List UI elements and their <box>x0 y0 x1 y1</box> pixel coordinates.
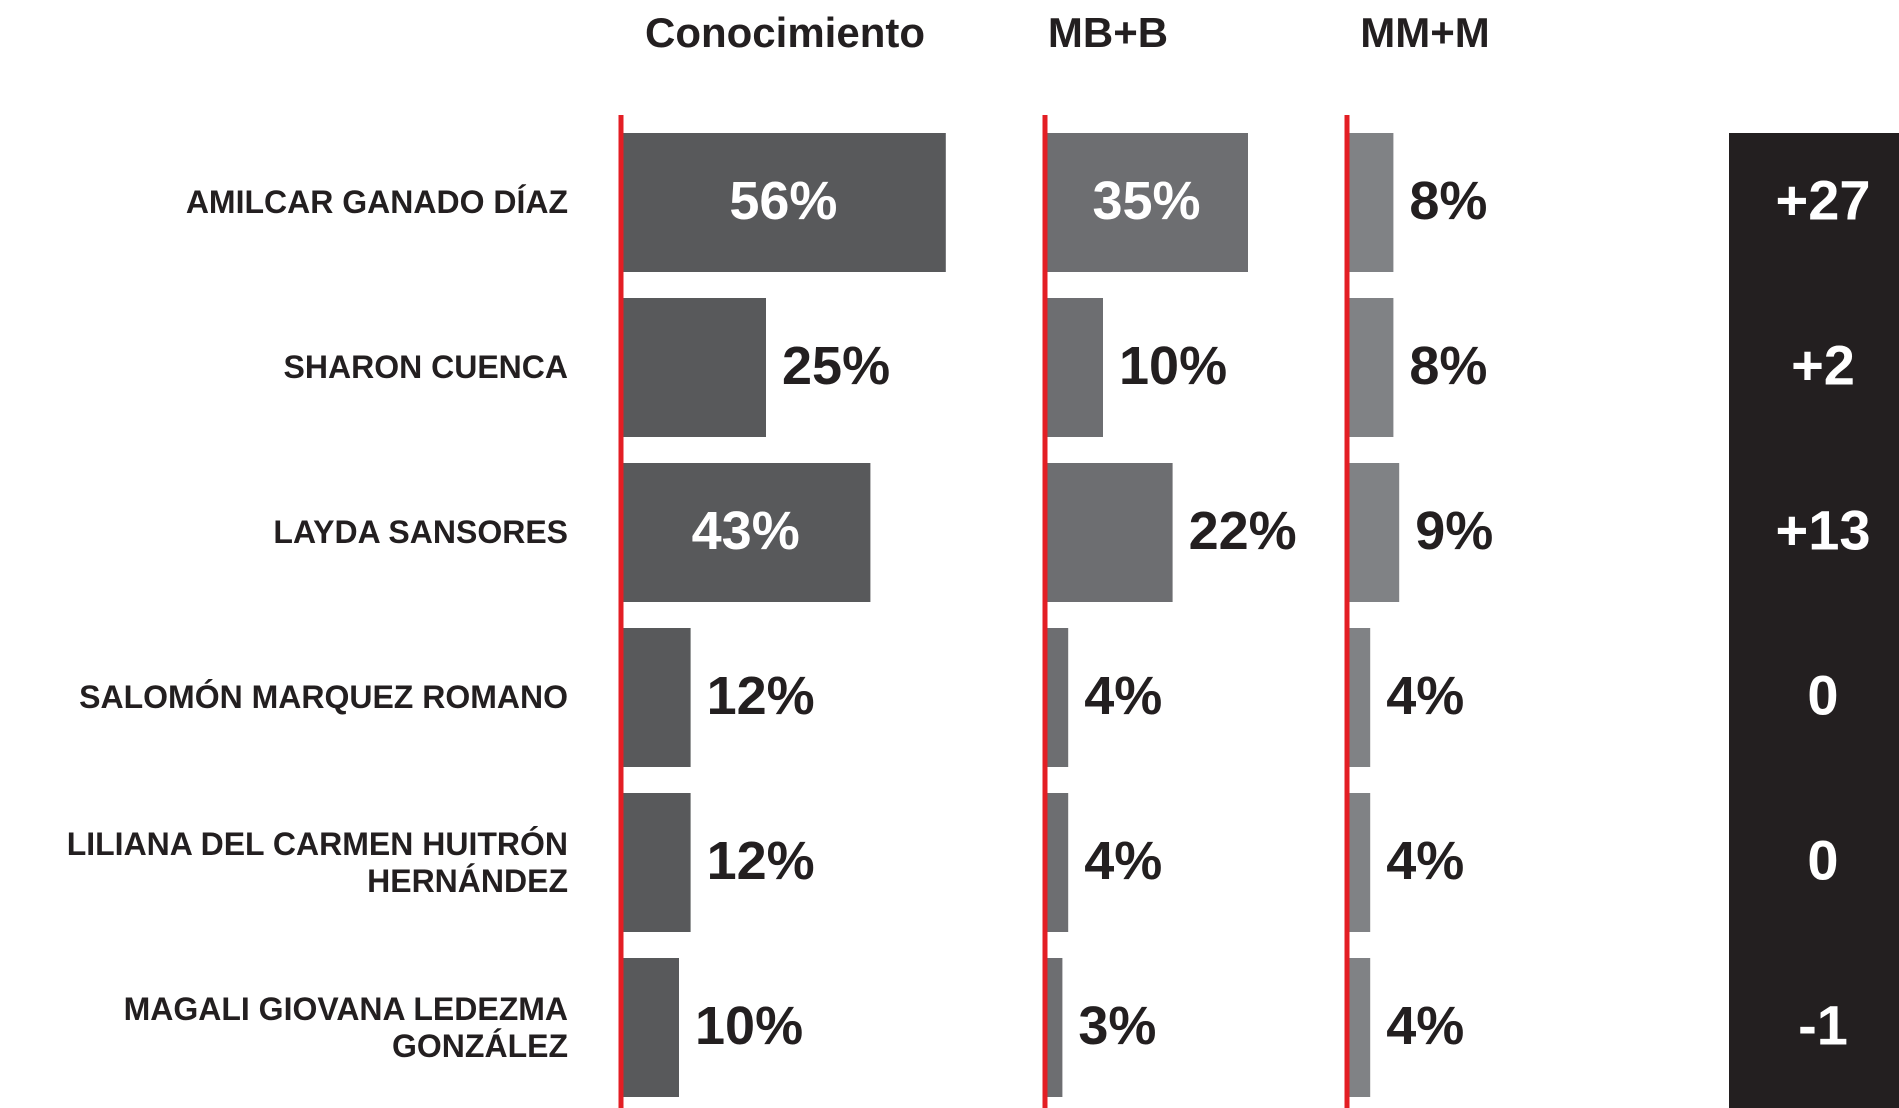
bar <box>1045 628 1069 767</box>
category-label: SALOMÓN MARQUEZ ROMANO <box>79 679 568 716</box>
value-label: 56% <box>729 171 837 231</box>
value-label: 4% <box>1386 831 1464 891</box>
bar <box>1347 298 1394 437</box>
value-label: 22% <box>1189 501 1297 561</box>
value-label: 8% <box>1409 336 1487 396</box>
value-label: 35% <box>1092 171 1200 231</box>
value-label: 9% <box>1415 501 1493 561</box>
bar <box>621 463 871 602</box>
bar <box>1045 298 1103 437</box>
value-label: 3% <box>1078 996 1156 1056</box>
bar <box>1347 463 1400 602</box>
bar <box>1045 958 1063 1097</box>
category-label: SHARON CUENCA <box>283 349 568 386</box>
series-header: MM+M <box>1360 9 1490 56</box>
category-label: LAYDA SANSORES <box>273 514 568 551</box>
value-label: 10% <box>695 996 803 1056</box>
series-header: MB+B <box>1048 9 1168 56</box>
value-label: 43% <box>692 501 800 561</box>
value-label: 4% <box>1084 666 1162 726</box>
bar <box>621 628 691 767</box>
bar <box>1347 958 1371 1097</box>
bar <box>1045 133 1248 272</box>
value-label: 25% <box>782 336 890 396</box>
value-label: 8% <box>1409 171 1487 231</box>
net-value: +2 <box>1791 333 1855 396</box>
bar <box>621 298 766 437</box>
value-label: 10% <box>1119 336 1227 396</box>
category-label: MAGALI GIOVANA LEDEZMA GONZÁLEZ <box>123 990 568 1064</box>
value-label: 12% <box>707 831 815 891</box>
net-value: 0 <box>1807 663 1838 726</box>
value-label: 12% <box>707 666 815 726</box>
bar <box>621 958 679 1097</box>
value-label: 4% <box>1386 996 1464 1056</box>
value-label: 4% <box>1084 831 1162 891</box>
bar <box>1347 133 1394 272</box>
bar <box>621 133 946 272</box>
bar <box>1347 628 1371 767</box>
net-value: +13 <box>1776 498 1871 561</box>
net-panel <box>1729 133 1899 1108</box>
bar <box>1045 793 1069 932</box>
net-value: 0 <box>1807 828 1838 891</box>
net-value: +27 <box>1776 168 1871 231</box>
value-label: 4% <box>1386 666 1464 726</box>
series-header: Conocimiento <box>645 9 925 56</box>
net-value: -1 <box>1798 993 1848 1056</box>
category-label: AMILCAR GANADO DÍAZ <box>185 184 568 221</box>
bar <box>1045 463 1173 602</box>
bar <box>1347 793 1371 932</box>
bar <box>621 793 691 932</box>
category-label: LILIANA DEL CARMEN HUITRÓN HERNÁNDEZ <box>66 825 568 899</box>
